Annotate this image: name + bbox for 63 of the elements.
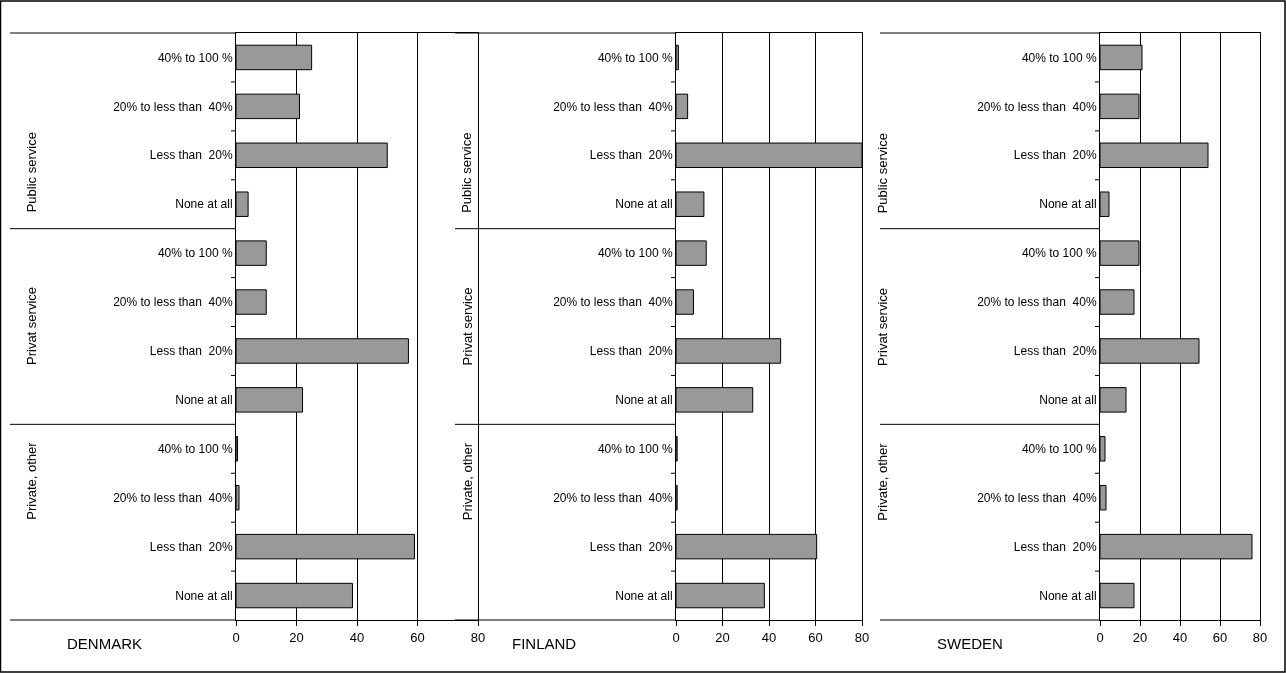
y-tick-label: Less than 20% <box>1013 344 1097 359</box>
y-tick-label: 40% to 100 % <box>1021 50 1097 65</box>
y-tick-label: None at all <box>175 588 233 603</box>
x-tick-label: 40 <box>761 629 777 645</box>
y-tick-label: None at all <box>615 197 673 212</box>
y-tick-label: Less than 20% <box>589 539 673 554</box>
y-tick-label: None at all <box>1039 393 1097 408</box>
y-tick-label: 20% to less than 40% <box>553 99 673 114</box>
y-tick-label: None at all <box>175 197 233 212</box>
x-tick-label: 20 <box>1132 629 1148 645</box>
x-tick-label: 60 <box>1212 629 1228 645</box>
x-tick-label: 40 <box>1172 629 1188 645</box>
y-tick-label: 20% to less than 40% <box>553 490 673 505</box>
text: Privat service <box>24 286 39 365</box>
y-tick-label: None at all <box>615 588 673 603</box>
y-tick-label: None at all <box>175 393 233 408</box>
text: DENMARK <box>67 635 143 652</box>
y-tick-label: Less than 20% <box>589 148 673 163</box>
text: Public service <box>23 132 39 213</box>
y-tick-label: 40% to 100 % <box>597 441 673 456</box>
x-tick-label: 60 <box>808 629 823 645</box>
y-tick-label: Less than 20% <box>149 539 233 554</box>
y-tick-label: Less than 20% <box>589 344 673 359</box>
text: Private, other <box>875 442 891 521</box>
y-tick-label: Less than 20% <box>1013 148 1097 163</box>
x-tick-label: 0 <box>672 629 680 645</box>
y-tick-label: 40% to 100 % <box>597 50 673 65</box>
y-tick-label: 40% to 100 % <box>157 246 233 261</box>
y-tick-label: 20% to less than 40% <box>113 295 233 310</box>
text: FINLAND <box>512 635 577 652</box>
y-tick-label: 40% to 100 % <box>1021 441 1097 456</box>
x-tick-label: 40 <box>349 629 365 645</box>
x-tick-label: 80 <box>854 629 870 645</box>
x-tick-label: 0 <box>232 629 240 645</box>
text: Privat service <box>875 287 890 366</box>
y-tick-label: 20% to less than 40% <box>977 490 1097 505</box>
x-tick-label: 80 <box>470 629 486 645</box>
annotation: Public service <box>459 132 475 213</box>
x-tick-label: 20 <box>715 629 730 645</box>
y-tick-label: 20% to less than 40% <box>113 99 233 114</box>
text: Private, other <box>24 441 40 520</box>
y-tick-label: None at all <box>1039 588 1097 603</box>
x-tick-label: 20 <box>289 629 304 645</box>
y-tick-label: 20% to less than 40% <box>977 295 1097 310</box>
text: SWEDEN <box>937 635 1003 652</box>
y-tick-label: None at all <box>1039 197 1097 212</box>
y-tick-label: 40% to 100 % <box>597 246 673 261</box>
y-tick-label: None at all <box>615 393 673 408</box>
y-tick-label: 20% to less than 40% <box>553 295 673 310</box>
annotation: Privat service <box>459 287 475 366</box>
y-tick-label: Less than 20% <box>149 344 233 359</box>
x-tick-label: 80 <box>1252 629 1268 645</box>
x-tick-label: 0 <box>1096 629 1104 645</box>
text: Public service <box>874 133 890 214</box>
y-tick-label: Less than 20% <box>149 148 233 163</box>
y-tick-label: 40% to 100 % <box>157 441 233 456</box>
x-tick-label: 60 <box>410 629 425 645</box>
annotation: Private, other <box>459 442 475 521</box>
y-tick-label: 20% to less than 40% <box>977 99 1097 114</box>
y-tick-label: Less than 20% <box>1013 539 1097 554</box>
y-tick-label: 40% to 100 % <box>157 50 233 65</box>
y-tick-label: 40% to 100 % <box>1021 246 1097 261</box>
y-tick-label: 20% to less than 40% <box>113 490 233 505</box>
